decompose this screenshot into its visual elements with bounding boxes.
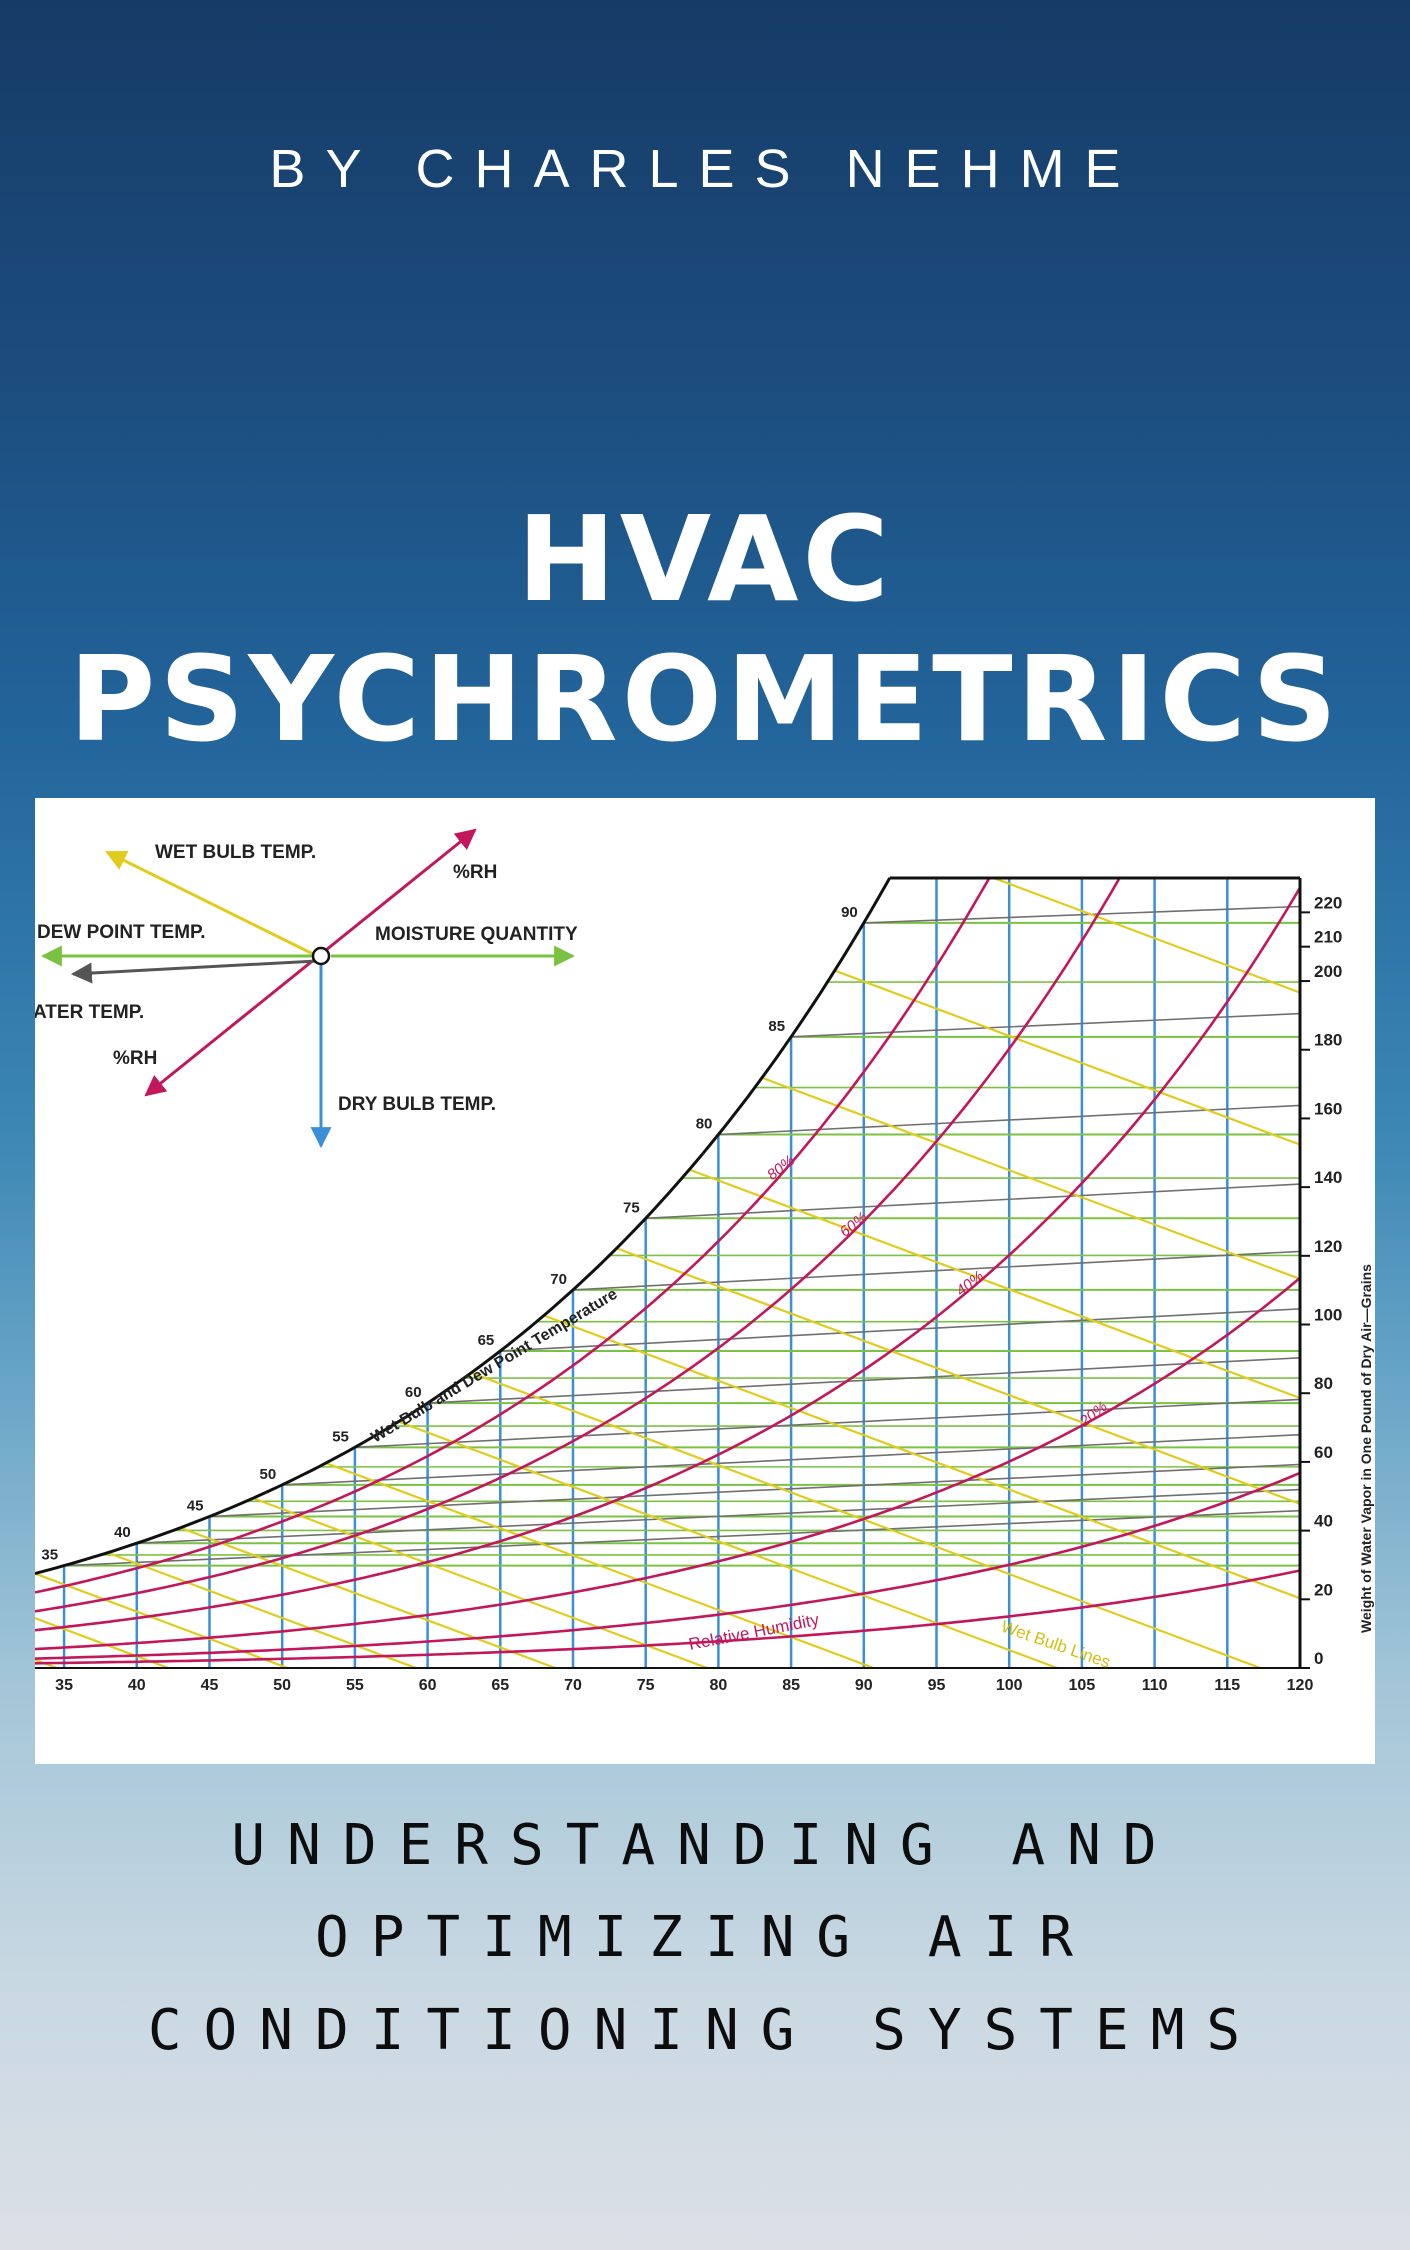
x-tick-label: 105 <box>1069 1677 1096 1694</box>
y-tick-label: 220 <box>1314 893 1342 912</box>
saturation-temp-label: 35 <box>41 1547 58 1564</box>
y-tick-label: 80 <box>1314 1374 1333 1393</box>
moisture-line <box>500 1308 1300 1352</box>
saturation-temp-label: 70 <box>550 1271 567 1288</box>
wet-bulb-line <box>470 1371 1261 1668</box>
x-tick-label: 40 <box>128 1677 146 1694</box>
saturation-temp-label: 40 <box>114 1524 131 1541</box>
wet-bulb-line <box>907 878 1300 1668</box>
x-tick-label: 75 <box>637 1677 655 1694</box>
wet-bulb-line <box>1197 878 1300 1668</box>
saturation-temp-label: 80 <box>696 1116 713 1133</box>
moisture-line <box>645 1183 1300 1220</box>
x-tick-label: 45 <box>201 1677 219 1694</box>
wet-bulb-line <box>180 1526 556 1668</box>
psychrometric-chart-panel: 35 40 45 50 55 60 65 70 75 80 85 90 95 100 105 110 115 12… <box>35 798 1375 1764</box>
x-tick-label: 55 <box>346 1677 364 1694</box>
x-tick-label: 110 <box>1142 1677 1168 1694</box>
x-tick-label: 80 <box>709 1677 727 1694</box>
legend-water-temp-label: ATER TEMP. <box>35 1002 144 1023</box>
rh-curve <box>35 878 1134 1613</box>
x-tick-label: 120 <box>1287 1677 1314 1694</box>
saturation-temp-label: 60 <box>405 1384 422 1401</box>
rh-curve <box>35 1569 1300 1665</box>
rh-curve-label: 40% <box>953 1268 987 1300</box>
saturation-temp-label: 75 <box>623 1199 640 1216</box>
x-tick-label: 95 <box>928 1677 946 1694</box>
saturation-temp-label: 90 <box>841 904 858 921</box>
moisture-line <box>863 905 1300 924</box>
legend-water-temp-arrow <box>70 959 318 984</box>
x-tick-label: 70 <box>564 1677 582 1694</box>
wet-bulb-line <box>834 969 1300 1668</box>
y-tick-label: 140 <box>1314 1168 1342 1187</box>
saturation-temp-label: 55 <box>332 1428 349 1445</box>
saturation-temp-label: 65 <box>478 1332 495 1349</box>
wet-bulb-line <box>761 1076 1300 1668</box>
y-axis-label: Weight of Water Vapor in One Pound of Dr… <box>1358 1264 1374 1633</box>
wet-bulb-line <box>688 1168 1300 1668</box>
wet-bulb-lines-label: Wet Bulb Lines <box>999 1617 1113 1672</box>
legend-rh-up-label: %RH <box>453 862 497 883</box>
y-tick-label: 200 <box>1314 962 1342 981</box>
moisture-line <box>572 1250 1300 1291</box>
moisture-line <box>791 1012 1300 1038</box>
moisture-line <box>427 1357 1300 1404</box>
x-tick-label: 50 <box>273 1677 291 1694</box>
y-tick-label: 0 <box>1314 1649 1323 1668</box>
y-tick-label: 210 <box>1314 928 1342 947</box>
moisture-line <box>718 1104 1300 1136</box>
moisture-line <box>209 1463 1300 1518</box>
y-tick-label: 180 <box>1314 1031 1342 1050</box>
rh-curve-label: 80% <box>764 1152 798 1184</box>
legend-moisture-label: MOISTURE QUANTITY <box>375 924 578 945</box>
author-name: BY CHARLES NEHME <box>269 139 1141 199</box>
rh-curve <box>35 1471 1300 1660</box>
x-tick-label: 115 <box>1214 1677 1240 1694</box>
x-tick-label: 100 <box>996 1677 1023 1694</box>
psychrometric-chart: 35 40 45 50 55 60 65 70 75 80 85 90 95 100 105 110 115 12… <box>35 828 1374 1694</box>
x-tick-label: 65 <box>491 1677 509 1694</box>
legend-dry-bulb-label: DRY BULB TEMP. <box>338 1094 496 1115</box>
rh-curve <box>35 887 1300 1632</box>
subtitle-line-1: UNDERSTANDING AND <box>231 1813 1179 1878</box>
rh-curve <box>35 1276 1300 1651</box>
saturation-curve <box>35 877 892 1575</box>
wet-bulb-line <box>543 1314 1300 1668</box>
y-tick-label: 60 <box>1314 1443 1333 1462</box>
wet-bulb-line <box>107 1551 417 1668</box>
moisture-line <box>354 1398 1300 1449</box>
x-tick-label: 60 <box>419 1677 437 1694</box>
saturation-temp-label: 50 <box>259 1466 276 1483</box>
y-tick-label: 20 <box>1314 1580 1333 1599</box>
wet-bulb-line <box>616 1247 1300 1668</box>
saturation-temp-label: 45 <box>187 1498 204 1515</box>
saturation-curve-label: Wet Bulb and Dew Point Temperature <box>368 1286 620 1447</box>
y-tick-label: 40 <box>1314 1512 1333 1531</box>
rh-curve <box>35 878 1004 1594</box>
wet-bulb-line <box>325 1462 875 1668</box>
book-title-line-2: PSYCHROMETRICS <box>68 630 1342 768</box>
x-tick-label: 90 <box>855 1677 873 1694</box>
legend-state-point <box>311 946 331 966</box>
book-title-line-1: HVAC <box>517 490 893 628</box>
wet-bulb-line <box>398 1420 1058 1668</box>
y-tick-label: 160 <box>1314 1099 1342 1118</box>
legend-dew-point-label: DEW POINT TEMP. <box>37 922 206 943</box>
legend-rh-down-label: %RH <box>113 1048 157 1069</box>
wet-bulb-line <box>252 1497 708 1668</box>
moisture-line <box>282 1433 1300 1486</box>
chart-legend: WET BULB TEMP. %RH DEW POINT TEMP. MOIST… <box>35 828 578 1149</box>
moisture-line <box>136 1488 1300 1545</box>
subtitle-line-3: CONDITIONING SYSTEMS <box>147 1998 1263 2063</box>
legend-wet-bulb-label: WET BULB TEMP. <box>155 842 316 863</box>
x-tick-label: 85 <box>782 1677 800 1694</box>
saturation-temp-label: 85 <box>768 1018 785 1035</box>
x-tick-label: 35 <box>55 1677 73 1694</box>
y-tick-label: 120 <box>1314 1237 1342 1256</box>
moisture-line <box>64 1509 1300 1567</box>
subtitle-line-2: OPTIMIZING AIR <box>314 1905 1095 1970</box>
y-tick-label: 100 <box>1314 1306 1342 1325</box>
